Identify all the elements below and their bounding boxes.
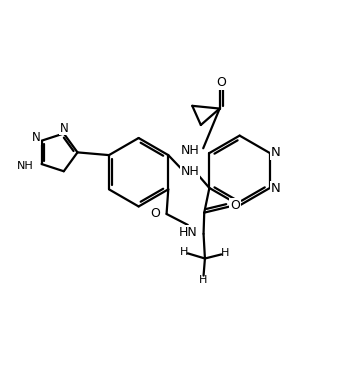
- Text: NH: NH: [181, 144, 200, 157]
- Text: O: O: [151, 207, 161, 220]
- Text: O: O: [230, 199, 240, 212]
- Text: N: N: [32, 131, 41, 145]
- Text: NH: NH: [181, 165, 200, 178]
- Text: N: N: [271, 182, 281, 195]
- Text: H: H: [199, 275, 208, 285]
- Text: H: H: [180, 247, 189, 257]
- Text: HN: HN: [179, 226, 197, 239]
- Text: NH: NH: [17, 161, 34, 171]
- Text: N: N: [271, 146, 281, 159]
- Text: N: N: [60, 122, 69, 135]
- Text: O: O: [216, 76, 226, 89]
- Text: H: H: [221, 248, 229, 258]
